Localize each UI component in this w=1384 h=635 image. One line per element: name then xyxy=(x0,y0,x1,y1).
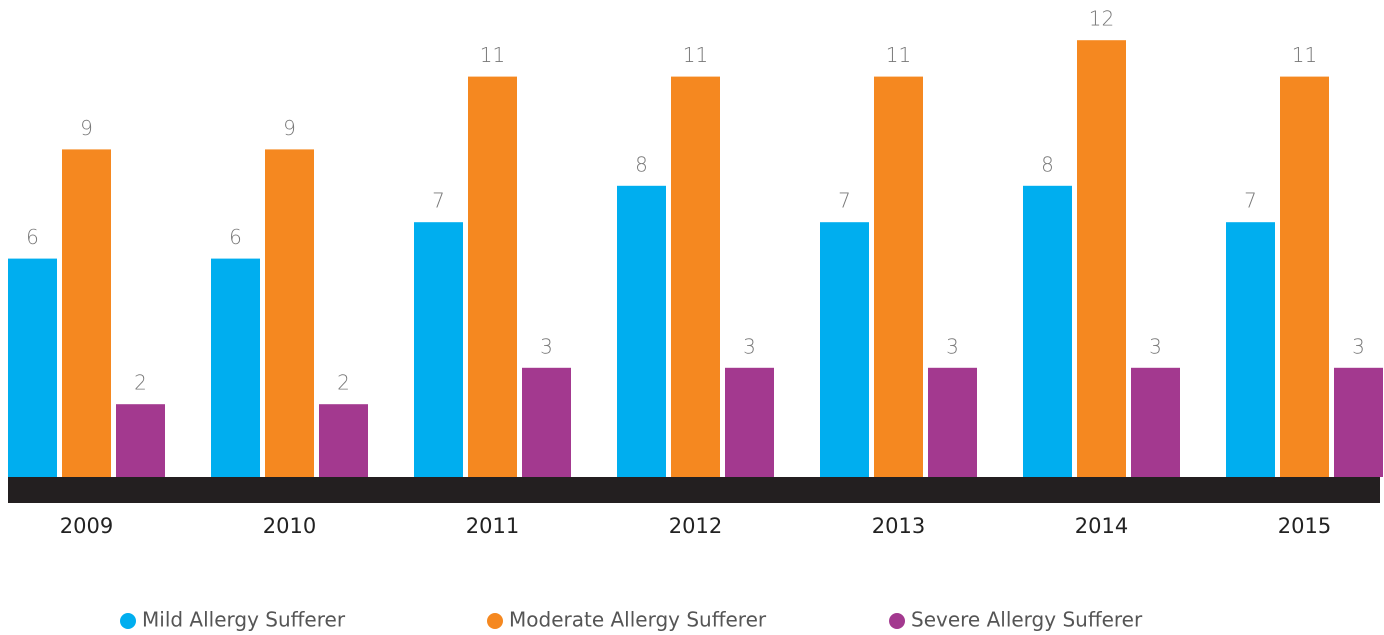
value-label: 2 xyxy=(134,371,147,395)
legend-label: Mild Allergy Sufferer xyxy=(142,608,346,632)
bar xyxy=(1131,367,1180,477)
legend-label: Severe Allergy Sufferer xyxy=(911,608,1143,632)
value-label: 3 xyxy=(743,334,756,358)
value-label: 6 xyxy=(229,225,242,249)
value-label: 2 xyxy=(337,371,350,395)
bar xyxy=(414,222,463,477)
value-label: 8 xyxy=(1041,152,1054,176)
value-label: 11 xyxy=(480,43,505,67)
value-label: 11 xyxy=(1292,43,1317,67)
value-label: 3 xyxy=(946,334,959,358)
legend-swatch xyxy=(889,613,905,629)
value-label: 7 xyxy=(432,189,445,213)
bar xyxy=(874,76,923,477)
bar xyxy=(928,367,977,477)
baseline-band xyxy=(8,477,1380,503)
legend-label: Moderate Allergy Sufferer xyxy=(509,608,767,632)
bar xyxy=(468,76,517,477)
bar xyxy=(671,76,720,477)
value-label: 9 xyxy=(80,116,93,140)
value-label: 3 xyxy=(1352,334,1365,358)
value-label: 9 xyxy=(283,116,296,140)
bar xyxy=(617,185,666,478)
x-tick-label: 2013 xyxy=(872,514,925,538)
x-tick-label: 2015 xyxy=(1278,514,1331,538)
bar xyxy=(1280,76,1329,477)
x-tick-label: 2012 xyxy=(669,514,722,538)
bar xyxy=(211,258,260,477)
bar xyxy=(725,367,774,477)
value-label: 7 xyxy=(1244,189,1257,213)
bar xyxy=(522,367,571,477)
bar xyxy=(1334,367,1383,477)
bar xyxy=(116,404,165,477)
bar xyxy=(8,258,57,477)
bar xyxy=(62,149,111,477)
bar xyxy=(265,149,314,477)
value-label: 12 xyxy=(1089,7,1114,31)
bar xyxy=(1077,40,1126,477)
x-tick-label: 2011 xyxy=(466,514,519,538)
bar xyxy=(1023,185,1072,478)
legend-swatch xyxy=(487,613,503,629)
value-label: 3 xyxy=(1149,334,1162,358)
value-label: 8 xyxy=(635,152,648,176)
value-label: 7 xyxy=(838,189,851,213)
bar xyxy=(820,222,869,477)
x-tick-label: 2009 xyxy=(60,514,113,538)
bar xyxy=(319,404,368,477)
value-label: 6 xyxy=(26,225,39,249)
bar xyxy=(1226,222,1275,477)
value-label: 11 xyxy=(683,43,708,67)
value-label: 3 xyxy=(540,334,553,358)
x-tick-label: 2014 xyxy=(1075,514,1128,538)
x-tick-label: 2010 xyxy=(263,514,316,538)
legend-swatch xyxy=(120,613,136,629)
value-label: 11 xyxy=(886,43,911,67)
